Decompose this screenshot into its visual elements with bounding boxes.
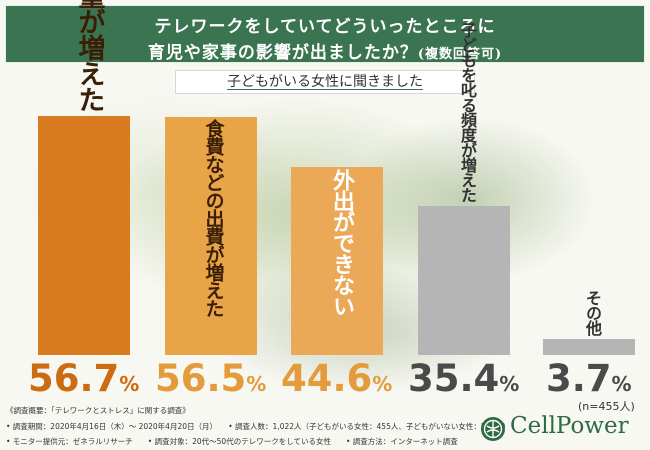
value-unit-1: % xyxy=(119,372,140,396)
value-label-4: 35.4% xyxy=(408,357,519,400)
value-label-5: 3.7% xyxy=(546,357,632,400)
respondent-subtitle: 子どもがいる女性に聞きました xyxy=(175,70,475,94)
question-line-2: 育児や家事の影響が出ましたか？(複数回答可) xyxy=(6,38,644,63)
bar-label-2: 食費などの出費が増えた xyxy=(202,119,225,317)
bar-label-5: その他 xyxy=(583,290,602,335)
cellpower-logo-icon xyxy=(481,417,505,441)
question-line-1: テレワークをしていてどういったところに xyxy=(154,17,496,37)
bar-5 xyxy=(543,339,635,355)
bar-label-3: 外出ができない xyxy=(329,169,354,316)
question-header: テレワークをしていてどういったところに 育児や家事の影響が出ましたか？(複数回答… xyxy=(5,5,645,63)
value-unit-4: % xyxy=(499,372,520,396)
value-unit-5: % xyxy=(611,372,632,396)
footer-survey-method: • モニター提供元：ゼネラルリサーチ • 調査対象：20代〜50代のテレワークを… xyxy=(6,437,458,446)
bar-4 xyxy=(418,206,510,355)
value-number-4: 35.4 xyxy=(408,357,500,400)
bar-label-1: 家事をする量が増えた xyxy=(70,0,109,112)
value-label-1: 56.7% xyxy=(28,357,139,400)
question-line-2-sub: (複数回答可) xyxy=(417,47,503,62)
value-unit-3: % xyxy=(372,372,393,396)
value-unit-2: % xyxy=(246,372,267,396)
bar-3 xyxy=(291,167,383,355)
value-number-1: 56.7 xyxy=(28,357,120,400)
value-label-3: 44.6% xyxy=(281,357,392,400)
value-number-5: 3.7 xyxy=(546,357,612,400)
footer-survey-title: 《調査概要：「テレワークとストレス」に関する調査》 xyxy=(6,406,190,415)
value-number-2: 56.5 xyxy=(155,357,247,400)
value-label-2: 56.5% xyxy=(155,357,266,400)
sample-size-note: (n=455人) xyxy=(578,400,635,413)
value-number-3: 44.6 xyxy=(281,357,373,400)
footer-survey-period: • 調査期間：2020年4月16日（木）～ 2020年4月20日（月） • 調査… xyxy=(6,422,511,431)
bar-label-4: 子どもを叱る頻度が増えた xyxy=(458,22,477,202)
bar-1 xyxy=(38,116,130,355)
respondent-subtitle-text: 子どもがいる女性に聞きました xyxy=(227,74,423,90)
bar-2 xyxy=(165,117,257,355)
cellpower-logo-text: CellPower xyxy=(510,413,629,439)
question-line-2-main: 育児や家事の影響が出ましたか？ xyxy=(147,43,418,63)
